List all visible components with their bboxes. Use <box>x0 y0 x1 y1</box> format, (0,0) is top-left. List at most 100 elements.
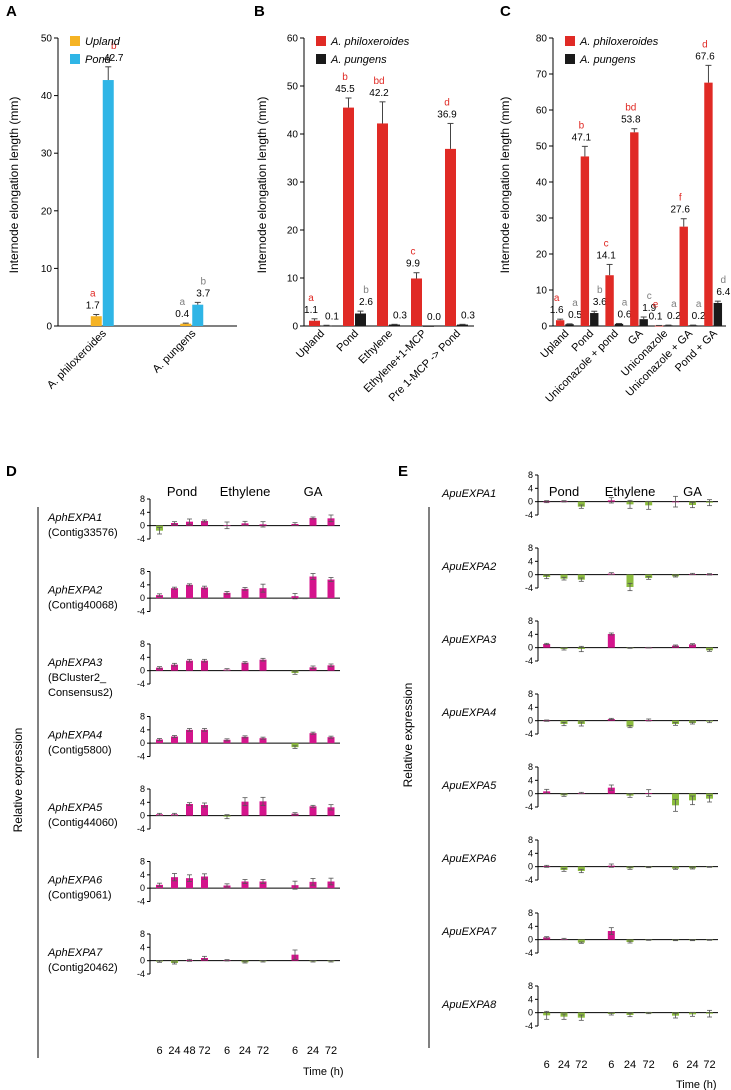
panel-b-value-label-0-2: 42.2 <box>369 88 389 99</box>
panel-d-row-3-bar-0-0 <box>156 739 163 744</box>
panel-d-row-1-y-tick-label: -4 <box>137 607 145 617</box>
panel-e-row-7-y-tick-label: 0 <box>528 1008 533 1018</box>
panel-c-bar-0-4 <box>654 325 664 327</box>
panel-d-row-4-bar-1-1 <box>241 801 249 816</box>
panel-c-bar-0-3 <box>630 132 639 326</box>
panel-c-bar-1-4 <box>664 325 673 327</box>
panel-a-y-axis-title: Internode elongation length (mm) <box>7 97 21 274</box>
panel-d-row-3-bar-2-2 <box>327 737 335 744</box>
panel-d-gene-contig-0-0: (Contig33576) <box>48 527 118 539</box>
panel-d-row-6-y-tick-label: 8 <box>140 929 145 939</box>
panel-letter-b: B <box>254 3 265 20</box>
panel-d-row-1-bar-1-2 <box>259 588 267 599</box>
panel-e-row-5-bar-0-2 <box>577 866 585 871</box>
panel-d-row-4-bar-1-2 <box>259 801 267 816</box>
panel-d-row-3-y-tick-label: 0 <box>140 738 145 748</box>
panel-b-legend-swatch-1 <box>316 54 326 64</box>
panel-d-time-tick-2-2: 72 <box>325 1045 337 1057</box>
panel-c-y-tick-label: 80 <box>536 34 548 45</box>
panel-d-row-5-bar-1-2 <box>259 881 267 889</box>
panel-d-row-5-y-tick-label: 8 <box>140 857 145 867</box>
panel-d-row-0-y-tick-label: 8 <box>140 494 145 504</box>
panel-b-legend-label-0: A. philoxeroides <box>330 36 410 48</box>
panel-e-row-6-y-tick-label: -4 <box>525 948 533 958</box>
panel-b-bar-1-0 <box>321 325 332 327</box>
panel-d-row-2-bar-2-2 <box>327 665 335 671</box>
panel-d-row-6-y-tick-label: 4 <box>140 942 145 952</box>
panel-d-row-1-bar-2-2 <box>327 579 335 599</box>
panel-d-row-3-bar-0-2 <box>186 729 193 744</box>
panel-d-row-1-bar-0-2 <box>186 584 193 599</box>
panel-letter-d: D <box>6 463 17 480</box>
panel-e-gene-name-4: ApuEXPA5 <box>441 780 497 792</box>
panel-c-bar-1-2 <box>614 323 624 326</box>
panel-d-row-5-bar-1-1 <box>241 881 249 889</box>
panel-a-y-tick-label: 30 <box>41 149 53 160</box>
panel-d-row-1-bar-1-0 <box>223 592 231 599</box>
panel-letter-c: C <box>500 3 511 20</box>
panel-c-sig-label-1-5: a <box>696 299 702 310</box>
panel-e-row-2-y-tick-label: 4 <box>528 629 533 639</box>
panel-a-bar-1-1 <box>192 304 204 326</box>
panel-c-value-label-0-3: 53.8 <box>621 115 641 126</box>
panel-a-bar-1-0 <box>102 80 114 326</box>
panel-d-row-4-y-tick-label: -4 <box>137 824 145 834</box>
panel-e-row-6-y-tick-label: 4 <box>528 921 533 931</box>
panel-e-row-1-bar-1-1 <box>626 574 634 587</box>
panel-b-bar-0-2 <box>377 123 388 326</box>
panel-c-sig-label-0-1: b <box>579 120 585 131</box>
panel-d-row-4-y-tick-label: 8 <box>140 784 145 794</box>
panel-d-time-tick-0-3: 72 <box>198 1045 210 1057</box>
panel-d-gene-name-3: AphEXPA4 <box>47 730 102 742</box>
panel-c-legend-swatch-1 <box>565 54 575 64</box>
panel-b-category-label-0: Upland <box>294 328 327 361</box>
panel-e-row-1-y-tick-label: 0 <box>528 570 533 580</box>
panel-d-row-5-y-tick-label: 4 <box>140 870 145 880</box>
panel-c-y-tick-label: 40 <box>536 178 548 189</box>
panel-d-row-4-y-tick-label: 0 <box>140 811 145 821</box>
panel-c-sig-label-1-4: a <box>671 299 677 310</box>
panel-d-row-3-bar-1-2 <box>259 738 267 744</box>
panel-d-row-1-bar-0-3 <box>201 587 208 599</box>
panel-d-row-5-y-tick-label: 0 <box>140 883 145 893</box>
panel-c-value-label-0-0: 1.6 <box>550 305 564 316</box>
panel-c-sig-label-0-0: a <box>554 293 560 304</box>
panel-d-group-header-1: Ethylene <box>220 484 271 499</box>
panel-e-group-header-1: Ethylene <box>605 484 656 499</box>
panel-d-gene-name-0: AphEXPA1 <box>47 512 102 524</box>
panel-c-y-tick-label: 10 <box>536 286 548 297</box>
panel-e-row-6-y-tick-label: 0 <box>528 935 533 945</box>
panel-b-value-label-1-4: 0.3 <box>461 310 475 321</box>
panel-d-time-tick-0-0: 6 <box>156 1045 162 1057</box>
panel-d-time-tick-1-0: 6 <box>224 1045 230 1057</box>
panel-c-sig-label-0-6: d <box>702 39 708 50</box>
panel-d-row-0-y-tick-label: -4 <box>137 534 145 544</box>
panel-a-value-label-1-1: 3.7 <box>196 288 210 299</box>
panel-e-row-0-bar-0-2 <box>577 501 585 507</box>
panel-e-time-tick-0-1: 24 <box>558 1059 570 1071</box>
panel-b-y-tick-label: 0 <box>292 322 298 333</box>
panel-c-value-label-1-5: 0.2 <box>692 311 706 322</box>
panel-a-y-tick-label: 20 <box>41 206 53 217</box>
panel-letter-e: E <box>398 463 408 480</box>
panel-c-value-label-0-1: 47.1 <box>572 132 592 143</box>
panel-e-time-tick-1-1: 24 <box>624 1059 636 1071</box>
panel-d-row-0-y-tick-label: 0 <box>140 521 145 531</box>
panel-a-y-tick-label: 10 <box>41 264 53 275</box>
panel-b-value-label-1-1: 2.6 <box>359 297 373 308</box>
panel-c-bar-1-0 <box>565 324 574 326</box>
panel-c-value-label-1-4: 0.2 <box>667 311 681 322</box>
panel-c-bar-1-1 <box>590 313 599 326</box>
panel-c-y-tick-label: 60 <box>536 106 548 117</box>
panel-b-value-label-0-1: 45.5 <box>335 84 355 95</box>
panel-d-gene-contig-2-1: Consensus2) <box>48 687 113 699</box>
panel-e-gene-name-6: ApuEXPA7 <box>441 926 497 938</box>
panel-d-row-3-bar-0-1 <box>171 736 178 744</box>
panel-b-bar-0-1 <box>343 107 354 326</box>
panel-e-time-tick-0-2: 72 <box>575 1059 587 1071</box>
panel-b-value-label-1-2: 0.3 <box>393 310 407 321</box>
panel-b-y-tick-label: 50 <box>287 82 299 93</box>
panel-d-row-2-bar-0-3 <box>201 660 208 671</box>
panel-e-row-7-y-tick-label: -4 <box>525 1021 533 1031</box>
panel-c-value-label-0-2: 14.1 <box>596 250 616 261</box>
